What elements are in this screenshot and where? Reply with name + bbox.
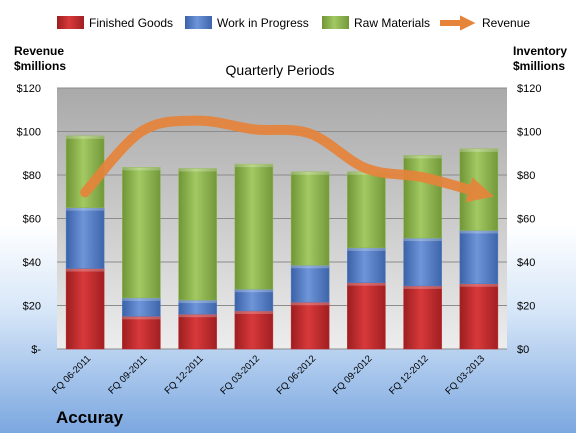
bar-wip bbox=[403, 237, 442, 287]
right-axis-ticks: $0 $20 $40 $60 $80 $100 $120 bbox=[517, 83, 541, 356]
x-tick-label: FQ 09-2011 bbox=[106, 353, 149, 396]
bar-cap bbox=[122, 297, 161, 301]
bar-finished bbox=[65, 268, 105, 350]
right-tick-label: $100 bbox=[517, 127, 541, 139]
bar-finished bbox=[403, 285, 442, 350]
bar-cap bbox=[459, 148, 498, 152]
bar-cap bbox=[347, 247, 386, 251]
bar-finished bbox=[122, 316, 161, 350]
left-tick-label: $80 bbox=[23, 170, 41, 182]
right-tick-label: $40 bbox=[517, 257, 535, 269]
legend-label: Raw Materials bbox=[354, 16, 430, 30]
right-tick-label: $120 bbox=[517, 83, 541, 95]
x-tick-label: FQ 12-2012 bbox=[387, 353, 431, 397]
legend: Finished Goods Work in Progress Raw Materi… bbox=[57, 15, 530, 31]
bar-cap bbox=[459, 283, 498, 287]
left-tick-label: $40 bbox=[23, 257, 41, 269]
right-tick-label: $80 bbox=[517, 170, 535, 182]
bar-wip bbox=[347, 247, 386, 283]
left-axis-ticks: $- $20 $40 $60 $80 $100 $120 bbox=[17, 83, 42, 356]
bar-cap bbox=[459, 230, 498, 234]
bar-cap bbox=[291, 302, 330, 306]
bar-cap bbox=[234, 310, 273, 314]
bar-wip bbox=[65, 207, 105, 269]
legend-label: Revenue bbox=[482, 16, 530, 30]
bar-raw bbox=[122, 167, 161, 299]
bar-cap bbox=[178, 300, 217, 304]
bar-finished bbox=[178, 313, 217, 350]
bar-cap bbox=[347, 282, 386, 286]
legend-label: Work in Progress bbox=[217, 16, 309, 30]
bar-raw bbox=[403, 155, 442, 239]
bar-wip bbox=[290, 265, 330, 303]
x-axis-labels: FQ 06-2011 FQ 09-2011 FQ 12-2011 FQ 03-2012… bbox=[50, 353, 487, 397]
x-tick-label: FQ 06-2012 bbox=[275, 353, 319, 397]
bar-finished bbox=[290, 301, 330, 350]
right-tick-label: $60 bbox=[517, 214, 535, 226]
x-tick-label: FQ 03-2012 bbox=[218, 353, 262, 397]
bar-cap bbox=[291, 265, 330, 269]
legend-swatch-wip bbox=[185, 16, 212, 29]
legend-label: Finished Goods bbox=[89, 16, 173, 30]
bar-raw bbox=[290, 171, 330, 266]
revenue-line bbox=[80, 115, 494, 203]
bar-wip bbox=[459, 230, 499, 284]
left-axis-title-line2: $millions bbox=[14, 59, 66, 73]
bar-raw bbox=[347, 171, 386, 249]
left-tick-label: $60 bbox=[23, 214, 41, 226]
x-tick-label: FQ 09-2012 bbox=[331, 353, 375, 397]
bar-cap bbox=[403, 238, 442, 242]
bar-cap bbox=[122, 316, 161, 320]
x-tick-label: FQ 06-2011 bbox=[50, 353, 93, 396]
bar-wip bbox=[234, 288, 274, 312]
x-tick-label: FQ 12-2011 bbox=[163, 353, 206, 396]
bar-cap bbox=[66, 207, 105, 211]
bar-raw bbox=[178, 168, 217, 301]
bar-cap bbox=[403, 285, 442, 289]
right-axis-title-line2: $millions bbox=[513, 59, 565, 73]
bar-finished bbox=[459, 283, 499, 350]
bar-cap bbox=[122, 167, 161, 171]
company-name: Accuray bbox=[56, 408, 124, 427]
right-tick-label: $0 bbox=[517, 344, 529, 356]
bar-cap bbox=[178, 168, 217, 172]
bar-cap bbox=[234, 164, 273, 168]
bar-cap bbox=[66, 268, 105, 272]
left-tick-label: $100 bbox=[17, 127, 41, 139]
bar-cap bbox=[178, 314, 217, 318]
legend-swatch-raw bbox=[322, 16, 349, 29]
bar-cap bbox=[66, 135, 105, 139]
left-tick-label: $20 bbox=[23, 301, 41, 313]
x-tick-label: FQ 03-2013 bbox=[443, 353, 487, 397]
bar-raw bbox=[234, 163, 274, 290]
left-tick-label: $- bbox=[31, 344, 41, 356]
left-axis-title-line1: Revenue bbox=[14, 44, 64, 58]
revenue-line-group bbox=[80, 115, 494, 203]
chart-title: Quarterly Periods bbox=[226, 62, 335, 78]
right-axis-title-line1: Inventory bbox=[513, 44, 567, 58]
bar-cap bbox=[291, 171, 330, 175]
bar-finished bbox=[234, 310, 274, 350]
bar-finished bbox=[347, 282, 386, 350]
left-tick-label: $120 bbox=[17, 83, 41, 95]
right-tick-label: $20 bbox=[517, 301, 535, 313]
legend-swatch-finished bbox=[57, 16, 84, 29]
bar-cap bbox=[403, 155, 442, 159]
bar-cap bbox=[234, 289, 273, 293]
